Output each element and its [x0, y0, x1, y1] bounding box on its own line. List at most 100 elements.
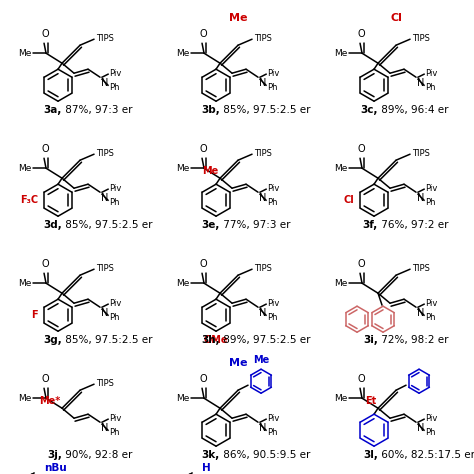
Text: Me: Me	[229, 13, 247, 23]
Text: Me: Me	[18, 49, 31, 58]
Text: Me: Me	[18, 279, 31, 288]
Text: Ph: Ph	[109, 82, 119, 91]
Text: 3d,: 3d,	[43, 220, 62, 230]
Text: F₃C: F₃C	[20, 195, 38, 205]
Text: 85%, 97.5:2.5 er: 85%, 97.5:2.5 er	[220, 105, 310, 115]
Text: O: O	[41, 259, 49, 269]
Text: O: O	[357, 259, 365, 269]
Text: 3e,: 3e,	[201, 220, 220, 230]
Text: N: N	[259, 308, 266, 318]
Text: Piv: Piv	[425, 299, 438, 308]
Text: 3k,: 3k,	[202, 450, 220, 460]
Text: N: N	[259, 423, 266, 433]
Text: Ph: Ph	[109, 428, 119, 437]
Text: O: O	[41, 374, 49, 384]
Text: 3g,: 3g,	[43, 335, 62, 345]
Text: N: N	[101, 78, 109, 88]
Text: Me: Me	[253, 355, 269, 365]
Text: Ph: Ph	[109, 313, 119, 322]
Text: Ph: Ph	[267, 198, 278, 207]
Text: Me: Me	[229, 358, 247, 368]
Text: Ph: Ph	[109, 198, 119, 207]
Text: Me: Me	[18, 164, 31, 173]
Text: 3j,: 3j,	[47, 450, 62, 460]
Text: Piv: Piv	[425, 69, 438, 78]
Text: Ph: Ph	[267, 82, 278, 91]
Text: 76%, 97:2 er: 76%, 97:2 er	[378, 220, 448, 230]
Text: 89%, 97.5:2.5 er: 89%, 97.5:2.5 er	[220, 335, 310, 345]
Text: TIPS: TIPS	[96, 264, 114, 273]
Text: Piv: Piv	[267, 299, 279, 308]
Text: 3l,: 3l,	[363, 450, 378, 460]
Text: Ph: Ph	[425, 313, 436, 322]
Text: Piv: Piv	[109, 184, 121, 193]
Text: Me: Me	[176, 49, 189, 58]
Text: Me*: Me*	[39, 396, 60, 406]
Text: 3f,: 3f,	[363, 220, 378, 230]
Text: Cl: Cl	[390, 13, 402, 23]
Text: N: N	[417, 423, 424, 433]
Text: 60%, 82.5:17.5 er: 60%, 82.5:17.5 er	[378, 450, 474, 460]
Text: 3a,: 3a,	[44, 105, 62, 115]
Text: Piv: Piv	[267, 414, 279, 423]
Text: 3h,: 3h,	[201, 335, 220, 345]
Text: 3b,: 3b,	[201, 105, 220, 115]
Text: O: O	[41, 144, 49, 154]
Text: H: H	[202, 463, 211, 473]
Text: 85%, 97.5:2.5 er: 85%, 97.5:2.5 er	[62, 335, 153, 345]
Text: Cl: Cl	[343, 195, 354, 205]
Text: F: F	[31, 310, 38, 320]
Text: Me: Me	[334, 164, 347, 173]
Text: O: O	[199, 374, 207, 384]
Text: Me: Me	[334, 394, 347, 403]
Text: Piv: Piv	[267, 69, 279, 78]
Text: Et: Et	[365, 396, 376, 406]
Text: N: N	[101, 193, 109, 203]
Text: Me: Me	[202, 166, 218, 176]
Text: Me: Me	[176, 164, 189, 173]
Text: 77%, 97:3 er: 77%, 97:3 er	[220, 220, 291, 230]
Text: N: N	[101, 423, 109, 433]
Text: N: N	[259, 193, 266, 203]
Text: TIPS: TIPS	[254, 34, 272, 43]
Text: TIPS: TIPS	[96, 34, 114, 43]
Text: N: N	[417, 308, 424, 318]
Text: TIPS: TIPS	[254, 264, 272, 273]
Text: O: O	[199, 144, 207, 154]
Text: N: N	[417, 78, 424, 88]
Text: N: N	[259, 78, 266, 88]
Text: Me: Me	[334, 279, 347, 288]
Text: Piv: Piv	[109, 414, 121, 423]
Text: 85%, 97.5:2.5 er: 85%, 97.5:2.5 er	[62, 220, 153, 230]
Text: Me: Me	[176, 279, 189, 288]
Text: O: O	[199, 29, 207, 39]
Text: O: O	[357, 144, 365, 154]
Text: Piv: Piv	[109, 299, 121, 308]
Text: O: O	[199, 259, 207, 269]
Text: TIPS: TIPS	[412, 264, 430, 273]
Text: 90%, 92:8 er: 90%, 92:8 er	[62, 450, 132, 460]
Text: Piv: Piv	[109, 69, 121, 78]
Text: Ph: Ph	[425, 198, 436, 207]
Text: nBu: nBu	[44, 463, 67, 473]
Text: Ph: Ph	[267, 428, 278, 437]
Text: Me: Me	[334, 49, 347, 58]
Text: TIPS: TIPS	[254, 149, 272, 158]
Text: Piv: Piv	[267, 184, 279, 193]
Text: 72%, 98:2 er: 72%, 98:2 er	[378, 335, 448, 345]
Text: Ph: Ph	[425, 82, 436, 91]
Text: TIPS: TIPS	[96, 379, 114, 388]
Text: Piv: Piv	[425, 414, 438, 423]
Text: 87%, 97:3 er: 87%, 97:3 er	[62, 105, 133, 115]
Text: N: N	[417, 193, 424, 203]
Text: Me: Me	[18, 394, 31, 403]
Text: 3c,: 3c,	[361, 105, 378, 115]
Text: TIPS: TIPS	[412, 34, 430, 43]
Text: Piv: Piv	[425, 184, 438, 193]
Text: Ph: Ph	[425, 428, 436, 437]
Text: O: O	[357, 29, 365, 39]
Text: O: O	[357, 374, 365, 384]
Text: 86%, 90.5:9.5 er: 86%, 90.5:9.5 er	[220, 450, 310, 460]
Text: TIPS: TIPS	[412, 149, 430, 158]
Text: Ph: Ph	[267, 313, 278, 322]
